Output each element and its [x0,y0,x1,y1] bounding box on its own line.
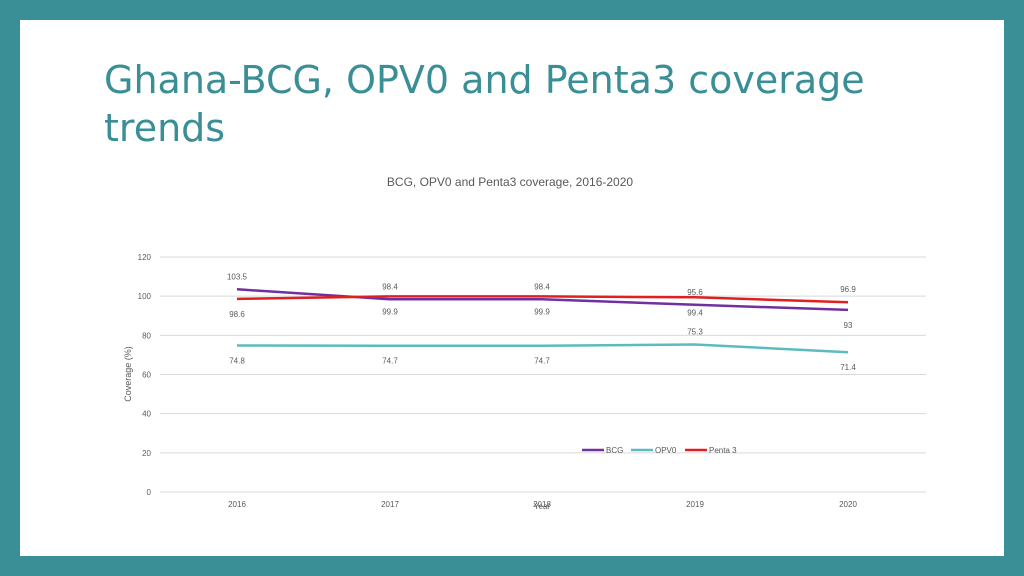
x-tick-label: 2018 [533,500,551,509]
legend: BCG OPV0 Penta 3 [582,446,737,455]
data-label: 98.4 [382,282,398,291]
x-tick-label: 2020 [839,500,857,509]
slide: Ghana-BCG, OPV0 and Penta3 coverage tren… [20,20,1004,556]
y-tick-label: 60 [142,371,151,380]
chart-title: BCG, OPV0 and Penta3 coverage, 2016-2020 [387,175,633,189]
y-axis-label: Coverage (%) [123,346,133,402]
data-label: 96.9 [840,285,856,294]
data-label: 99.4 [687,308,703,317]
data-label: 98.4 [534,282,550,291]
y-tick-label: 20 [142,449,151,458]
data-label: 71.4 [840,363,856,372]
data-label: 74.8 [229,357,245,366]
legend-label: BCG [606,446,623,455]
data-label: 74.7 [382,357,398,366]
data-label: 98.6 [229,310,245,319]
y-tick-label: 40 [142,410,151,419]
series-lines [236,288,849,354]
series-line-bcg [236,288,849,312]
series-line-opv0 [236,343,849,354]
y-tick-labels: 0 20 40 60 80 100 120 [138,253,152,497]
series-line-penta-3 [236,295,849,304]
legend-label: Penta 3 [709,446,737,455]
y-tick-label: 100 [138,292,152,301]
data-label: 74.7 [534,357,550,366]
data-label: 95.6 [687,288,703,297]
chart-container: BCG, OPV0 and Penta3 coverage, 2016-2020… [20,20,1004,556]
legend-label: OPV0 [655,446,677,455]
slide-title: Ghana-BCG, OPV0 and Penta3 coverage tren… [104,58,865,150]
data-label: 99.9 [382,307,398,316]
y-tick-label: 0 [147,488,152,497]
data-labels: 103.5 98.4 98.4 95.6 93 74.8 74.7 74.7 75.3 71.4 9… [227,272,856,372]
data-label: 75.3 [687,328,703,337]
x-tick-label: 2017 [381,500,399,509]
data-label: 93 [844,321,853,330]
x-tick-labels: 2016 2017 2018 2019 2020 [228,500,857,509]
line-chart: BCG, OPV0 and Penta3 coverage, 2016-2020… [123,175,926,511]
x-tick-label: 2016 [228,500,246,509]
x-tick-label: 2019 [686,500,704,509]
data-label: 99.9 [534,307,550,316]
y-tick-label: 120 [138,253,152,262]
x-axis-label: Year [534,502,551,511]
data-label: 103.5 [227,272,248,281]
y-tick-label: 80 [142,331,151,340]
